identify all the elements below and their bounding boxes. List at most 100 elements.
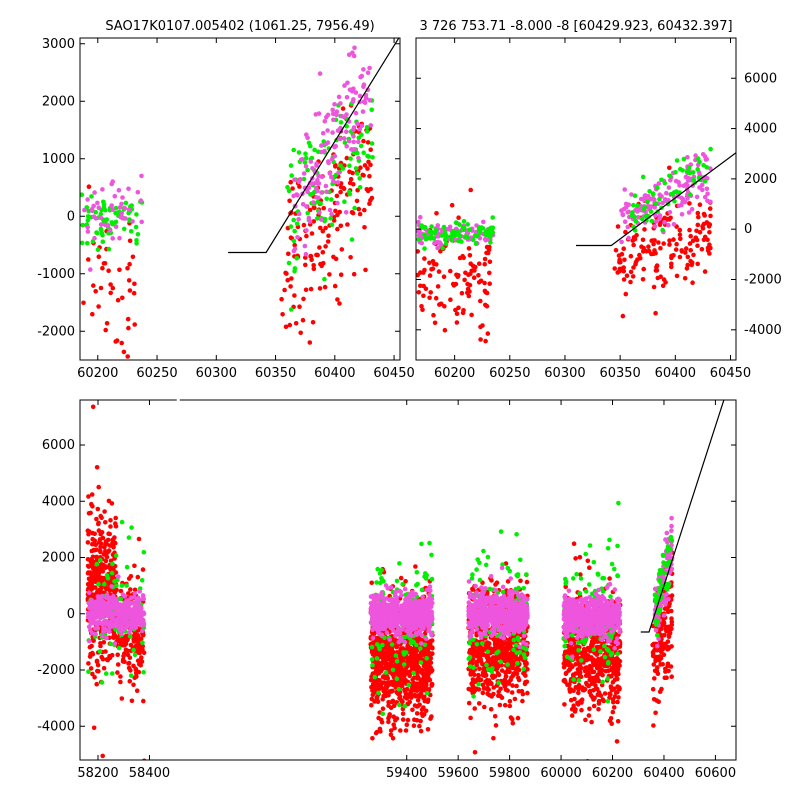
data-point bbox=[347, 180, 353, 186]
data-point bbox=[617, 260, 622, 265]
data-point bbox=[653, 268, 659, 273]
data-point bbox=[615, 224, 621, 229]
data-point bbox=[95, 626, 101, 631]
data-point bbox=[667, 210, 673, 215]
data-point bbox=[104, 321, 110, 326]
data-point bbox=[646, 244, 651, 249]
data-point bbox=[308, 159, 314, 164]
data-point bbox=[113, 210, 118, 216]
data-point bbox=[638, 196, 644, 202]
data-point bbox=[432, 320, 438, 326]
data-point bbox=[498, 693, 503, 699]
data-point bbox=[140, 567, 146, 572]
data-point bbox=[427, 540, 432, 546]
data-point bbox=[414, 642, 419, 648]
data-point bbox=[708, 146, 713, 152]
data-point bbox=[331, 218, 337, 223]
data-point bbox=[651, 284, 657, 290]
data-point bbox=[667, 165, 672, 171]
data-point bbox=[644, 218, 649, 223]
data-point bbox=[88, 510, 93, 516]
data-point bbox=[86, 208, 91, 214]
data-point bbox=[92, 565, 98, 571]
data-point bbox=[356, 135, 362, 141]
data-point bbox=[418, 624, 424, 630]
data-point bbox=[635, 209, 640, 214]
data-point bbox=[461, 219, 467, 224]
data-point bbox=[489, 669, 495, 675]
data-point bbox=[402, 639, 408, 645]
data-point bbox=[471, 665, 476, 671]
data-point bbox=[89, 598, 94, 603]
data-point bbox=[98, 285, 104, 291]
data-point bbox=[320, 228, 326, 234]
data-point bbox=[622, 219, 628, 224]
data-point bbox=[487, 586, 493, 592]
data-point bbox=[349, 210, 355, 215]
data-point bbox=[128, 574, 134, 579]
data-point bbox=[86, 184, 92, 189]
data-point bbox=[328, 216, 334, 221]
data-point bbox=[319, 174, 325, 179]
data-point bbox=[96, 594, 101, 600]
data-point bbox=[386, 609, 391, 614]
data-point bbox=[94, 230, 99, 235]
data-point bbox=[424, 690, 430, 696]
data-point bbox=[103, 558, 109, 564]
y-tick-label: -1000 bbox=[37, 267, 75, 282]
data-point bbox=[656, 240, 661, 245]
data-point bbox=[491, 735, 496, 741]
data-point bbox=[314, 163, 319, 168]
data-point bbox=[379, 568, 384, 573]
data-point bbox=[103, 327, 108, 333]
data-point bbox=[344, 155, 350, 161]
data-point bbox=[485, 686, 490, 691]
data-point bbox=[85, 229, 91, 234]
data-point bbox=[646, 248, 652, 254]
data-point bbox=[389, 642, 395, 647]
data-point bbox=[124, 583, 129, 588]
data-point bbox=[403, 728, 409, 733]
data-point bbox=[132, 281, 137, 287]
data-point bbox=[373, 668, 379, 673]
data-point bbox=[503, 687, 509, 692]
data-point bbox=[99, 231, 105, 236]
data-point bbox=[368, 594, 374, 599]
data-point bbox=[488, 240, 493, 245]
data-point bbox=[311, 266, 317, 272]
data-point bbox=[442, 327, 448, 333]
data-point bbox=[448, 268, 453, 274]
data-point bbox=[367, 65, 372, 71]
data-point bbox=[416, 272, 420, 278]
data-point bbox=[337, 301, 342, 306]
data-point bbox=[421, 293, 426, 299]
data-point bbox=[385, 586, 391, 591]
data-point bbox=[467, 289, 472, 294]
data-point bbox=[662, 220, 667, 225]
data-point bbox=[389, 680, 395, 686]
data-point bbox=[419, 304, 424, 309]
data-point bbox=[481, 219, 486, 225]
data-point bbox=[432, 240, 437, 246]
data-point bbox=[689, 260, 695, 265]
data-point bbox=[408, 632, 414, 638]
data-point bbox=[350, 170, 355, 176]
data-point bbox=[681, 183, 686, 188]
data-point bbox=[111, 598, 117, 604]
data-point bbox=[119, 210, 125, 216]
data-point bbox=[98, 211, 104, 217]
data-point bbox=[428, 645, 434, 650]
data-point bbox=[484, 232, 490, 238]
data-point bbox=[135, 189, 141, 195]
data-point bbox=[403, 579, 408, 584]
data-point bbox=[476, 261, 482, 267]
data-point bbox=[381, 652, 387, 657]
data-point bbox=[291, 248, 297, 254]
data-point bbox=[127, 634, 133, 639]
data-point bbox=[321, 205, 327, 211]
data-point bbox=[100, 187, 105, 192]
data-point bbox=[613, 247, 619, 253]
data-point bbox=[700, 152, 706, 157]
data-point bbox=[340, 166, 346, 171]
